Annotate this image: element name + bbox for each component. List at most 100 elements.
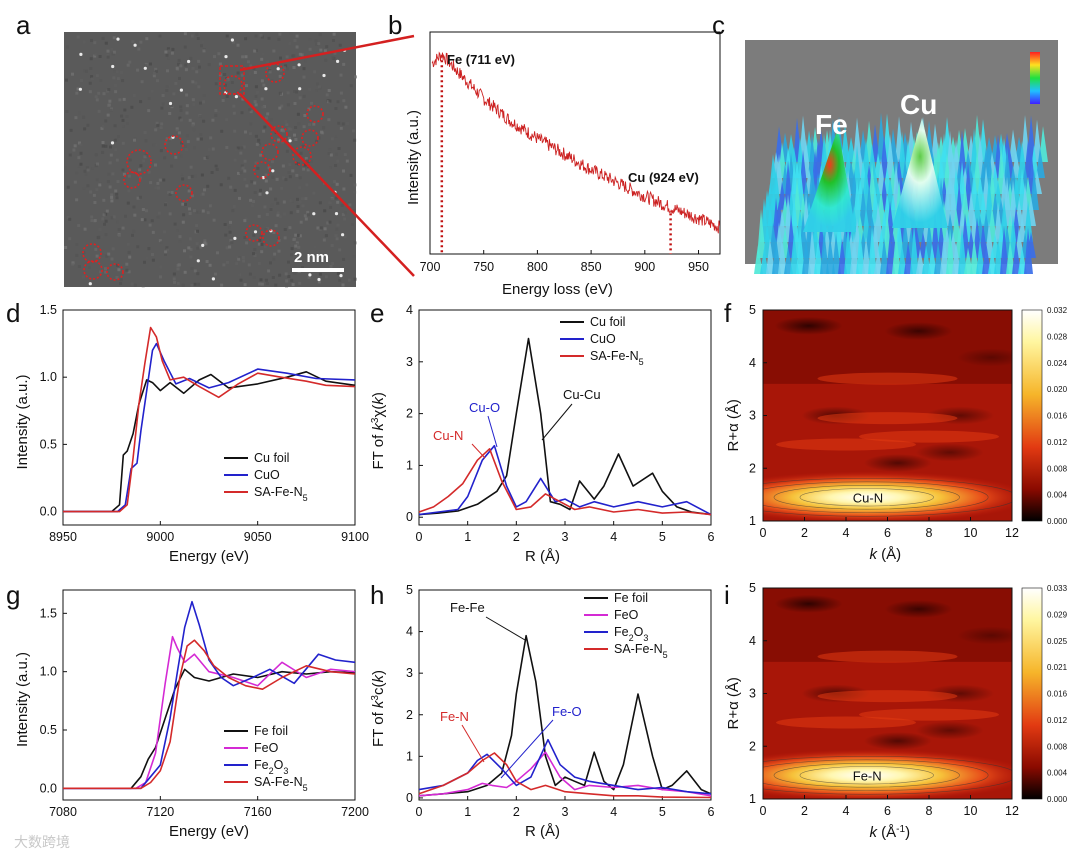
noise-speck (126, 63, 130, 67)
noise-speck (220, 283, 224, 287)
noise-speck (127, 270, 131, 274)
noise-speck (334, 164, 338, 167)
noise-speck (315, 139, 319, 143)
noise-speck (278, 32, 282, 36)
noise-speck (242, 145, 246, 149)
noise-speck (294, 138, 298, 141)
noise-speck (198, 114, 202, 118)
colorbar-tick-label: 0.033 (1047, 584, 1068, 593)
noise-speck (304, 197, 308, 201)
bright-atom (261, 176, 265, 180)
noise-speck (342, 257, 346, 261)
bright-atom (271, 169, 275, 173)
y-tick-label: 1.0 (40, 665, 57, 679)
noise-speck (298, 176, 302, 180)
noise-speck (237, 171, 240, 175)
noise-speck (267, 36, 271, 40)
annotation-leader (541, 403, 573, 441)
noise-speck (328, 220, 332, 224)
atom-circle (126, 149, 152, 175)
colorbar-tick-label: 0.016 (1047, 412, 1068, 421)
noise-speck (319, 48, 323, 52)
surface-spike (1006, 239, 1015, 274)
noise-speck (109, 153, 113, 157)
noise-speck (296, 209, 300, 213)
noise-speck (126, 122, 129, 125)
y-tick-label: 2 (406, 708, 413, 722)
legend-label-part: 3 (283, 766, 288, 776)
bright-atom (298, 87, 302, 91)
legend-label-part: SA-Fe-N (254, 485, 303, 499)
noise-speck (329, 265, 333, 268)
noise-speck (265, 282, 269, 285)
noise-speck (333, 51, 337, 55)
noise-speck (317, 136, 321, 140)
noise-speck (98, 183, 102, 187)
noise-speck (169, 137, 173, 141)
noise-speck (120, 71, 124, 74)
noise-speck (296, 112, 300, 116)
noise-speck (290, 235, 294, 239)
heatmap-dark-spot (774, 594, 843, 613)
noise-speck (152, 143, 156, 147)
noise-speck (93, 41, 97, 45)
panel-label-i: i (724, 580, 730, 610)
legend-label: SA-Fe-N5 (614, 642, 668, 660)
noise-speck (215, 167, 219, 171)
noise-speck (90, 215, 94, 219)
noise-speck (100, 235, 104, 239)
heatmap-contour (763, 759, 989, 792)
noise-speck (306, 213, 310, 217)
noise-speck (289, 199, 293, 203)
noise-speck (243, 177, 247, 181)
noise-speck (330, 137, 334, 141)
noise-speck (211, 118, 215, 122)
x-tick-label: 900 (634, 260, 655, 274)
noise-speck (241, 97, 245, 101)
noise-speck (255, 90, 259, 94)
noise-speck (186, 140, 190, 144)
noise-speck (331, 262, 335, 265)
noise-speck (75, 253, 79, 257)
noise-speck (206, 184, 210, 188)
noise-speck (228, 226, 232, 230)
noise-speck (180, 141, 184, 145)
noise-speck (104, 270, 108, 274)
noise-speck (257, 138, 261, 142)
noise-speck (112, 76, 116, 80)
atom-highlight-circles (82, 63, 324, 281)
series-line (63, 342, 356, 513)
noise-speck (132, 205, 136, 209)
noise-speck (159, 149, 163, 153)
noise-speck (122, 172, 126, 176)
y-axis-label: Intensity (a.u.) (405, 110, 422, 205)
noise-speck (249, 122, 253, 126)
noise-speck (337, 121, 341, 125)
surface-spike (1036, 146, 1045, 178)
noise-speck (152, 71, 156, 75)
noise-speck (342, 169, 345, 173)
surface-spike (886, 232, 895, 274)
noise-speck (115, 192, 119, 196)
noise-speck (287, 136, 291, 140)
noise-speck (117, 228, 121, 232)
noise-speck (253, 191, 257, 194)
noise-speck (252, 200, 256, 203)
noise-speck (165, 137, 169, 141)
noise-speck (281, 164, 285, 168)
legend-label-part: 2 (629, 633, 634, 643)
noise-speck (110, 199, 114, 203)
noise-speck (322, 238, 326, 242)
noise-speck (257, 144, 261, 148)
noise-speck (89, 190, 93, 194)
series-line (63, 668, 356, 790)
noise-speck (206, 211, 210, 215)
atom-circle (106, 263, 124, 281)
y-tick-label: 1 (406, 458, 413, 472)
noise-speck (194, 174, 198, 178)
y-axis-label-part: FT of (370, 431, 387, 470)
noise-speck (347, 278, 351, 282)
noise-speck (204, 208, 208, 212)
panel-d-xanes-cu: 8950 9000 9050 9100 0.0 0.5 1.0 1.5 Energy (eV) I… (14, 303, 369, 565)
